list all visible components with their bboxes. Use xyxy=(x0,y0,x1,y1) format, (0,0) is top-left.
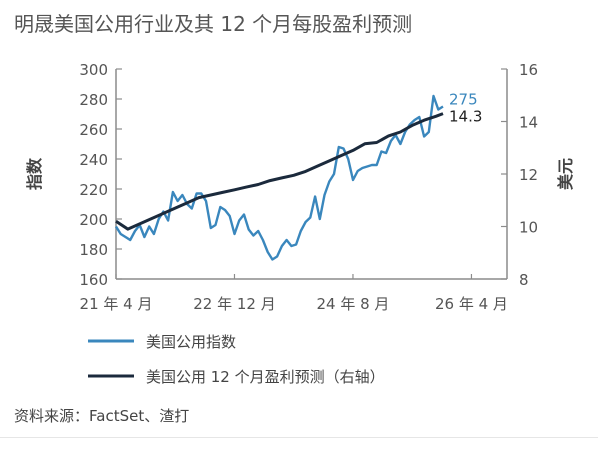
left-tick-label: 280 xyxy=(79,91,108,109)
legend-label-eps: 美国公用 12 个月盈利预测（右轴） xyxy=(146,368,385,386)
left-tick-label: 200 xyxy=(79,211,108,229)
left-tick-label: 300 xyxy=(79,61,108,79)
x-tick-label: 22 年 12 月 xyxy=(193,295,275,313)
right-tick-label: 12 xyxy=(519,166,538,184)
x-tick-label: 24 年 8 月 xyxy=(317,295,390,313)
left-tick-label: 260 xyxy=(79,121,108,139)
left-axis-label: 指数 xyxy=(25,157,44,190)
eps-end-label: 14.3 xyxy=(449,108,482,126)
eps-line xyxy=(115,112,444,231)
left-tick-label: 240 xyxy=(79,151,108,169)
legend: 美国公用指数 美国公用 12 个月盈利预测（右轴） xyxy=(88,333,385,386)
chart-title: 明晟美国公用行业及其 12 个月每股盈利预测 xyxy=(14,12,413,36)
right-tick-label: 8 xyxy=(519,271,529,289)
right-axis-label: 美元 xyxy=(556,158,575,190)
chart-area: 160 180 200 220 240 260 280 300 8 10 12 14 16 21 年 … xyxy=(25,61,575,386)
right-tick-label: 14 xyxy=(519,114,538,132)
x-tick-label: 21 年 4 月 xyxy=(80,295,153,313)
legend-label-index: 美国公用指数 xyxy=(146,333,236,351)
source-note: 资料来源：FactSet、渣打 xyxy=(14,407,190,425)
left-tick-label: 220 xyxy=(79,181,108,199)
left-tick-label: 160 xyxy=(79,271,108,289)
left-axis: 160 180 200 220 240 260 280 300 xyxy=(79,61,122,289)
index-end-label: 275 xyxy=(449,91,478,109)
x-tick-label: 26 年 4 月 xyxy=(435,295,508,313)
index-line xyxy=(114,94,444,261)
series-lines xyxy=(114,94,444,261)
right-axis: 8 10 12 14 16 xyxy=(501,61,538,289)
left-tick-label: 180 xyxy=(79,241,108,259)
x-axis: 21 年 4 月 22 年 12 月 24 年 8 月 26 年 4 月 xyxy=(80,274,508,313)
right-tick-label: 10 xyxy=(519,219,538,237)
right-tick-label: 16 xyxy=(519,61,538,79)
bottom-divider xyxy=(0,437,598,438)
